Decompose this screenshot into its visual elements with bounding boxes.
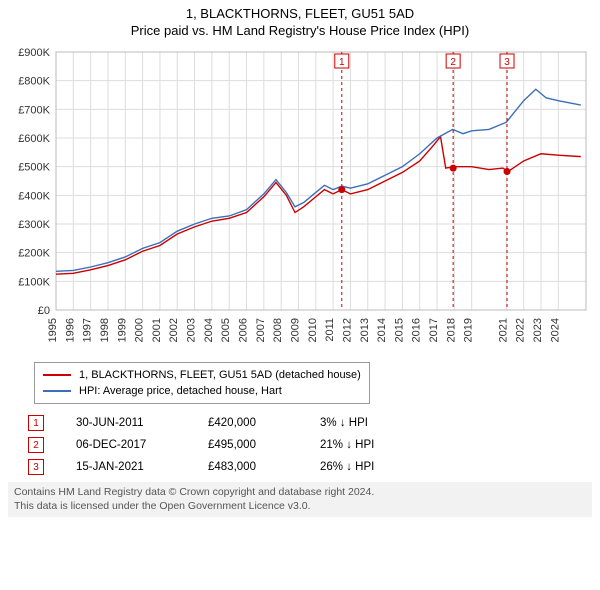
- sale-marker-dot: [504, 168, 511, 175]
- svg-text:1996: 1996: [64, 318, 76, 342]
- svg-text:£500K: £500K: [18, 162, 50, 174]
- svg-text:£0: £0: [38, 305, 50, 317]
- sale-marker-dot: [338, 186, 345, 193]
- footnote-line-2: This data is licensed under the Open Gov…: [14, 500, 586, 514]
- sale-number-box: 3: [28, 459, 44, 475]
- svg-text:2001: 2001: [151, 318, 163, 342]
- svg-text:1995: 1995: [47, 318, 59, 342]
- sales-table: 1 30-JUN-2011 £420,000 3% ↓ HPI 2 06-DEC-2017…: [28, 412, 592, 478]
- svg-text:2019: 2019: [463, 318, 475, 342]
- svg-text:2017: 2017: [428, 318, 440, 342]
- svg-text:2008: 2008: [272, 318, 284, 342]
- svg-text:2021: 2021: [497, 318, 509, 342]
- svg-text:2007: 2007: [255, 318, 267, 342]
- svg-text:2002: 2002: [168, 318, 180, 342]
- legend-box: 1, BLACKTHORNS, FLEET, GU51 5AD (detache…: [34, 362, 370, 404]
- svg-text:£200K: £200K: [18, 248, 50, 260]
- legend-row: HPI: Average price, detached house, Hart: [43, 383, 361, 399]
- svg-text:£700K: £700K: [18, 104, 50, 116]
- svg-text:2005: 2005: [220, 318, 232, 342]
- sale-diff: 3% ↓ HPI: [320, 417, 410, 429]
- svg-text:2018: 2018: [445, 318, 457, 342]
- chart-container: £0 £100K £200K £300K £400K £500K £600K £700K £80…: [8, 46, 592, 356]
- legend-row: 1, BLACKTHORNS, FLEET, GU51 5AD (detache…: [43, 367, 361, 383]
- footnote: Contains HM Land Registry data © Crown c…: [8, 482, 592, 517]
- svg-text:£400K: £400K: [18, 190, 50, 202]
- svg-text:3: 3: [504, 57, 510, 68]
- sale-marker-dot: [450, 165, 457, 172]
- sale-date: 06-DEC-2017: [76, 439, 176, 451]
- svg-text:£100K: £100K: [18, 276, 50, 288]
- page-root: 1, BLACKTHORNS, FLEET, GU51 5AD Price pa…: [0, 0, 600, 521]
- sale-number-box: 1: [28, 415, 44, 431]
- title-block: 1, BLACKTHORNS, FLEET, GU51 5AD Price pa…: [8, 6, 592, 38]
- svg-text:2010: 2010: [307, 318, 319, 342]
- sales-row: 3 15-JAN-2021 £483,000 26% ↓ HPI: [28, 456, 592, 478]
- legend-label: HPI: Average price, detached house, Hart: [79, 383, 282, 399]
- sale-date: 30-JUN-2011: [76, 417, 176, 429]
- sale-price: £420,000: [208, 417, 288, 429]
- series-hpi: [56, 89, 581, 271]
- svg-text:1997: 1997: [82, 318, 94, 342]
- svg-text:£900K: £900K: [18, 47, 50, 59]
- sales-row: 2 06-DEC-2017 £495,000 21% ↓ HPI: [28, 434, 592, 456]
- svg-text:2012: 2012: [341, 318, 353, 342]
- sale-number-box: 2: [28, 437, 44, 453]
- svg-text:2: 2: [450, 57, 456, 68]
- sales-row: 1 30-JUN-2011 £420,000 3% ↓ HPI: [28, 412, 592, 434]
- svg-text:2015: 2015: [393, 318, 405, 342]
- svg-text:1999: 1999: [116, 318, 128, 342]
- svg-text:2011: 2011: [324, 318, 336, 342]
- svg-text:2000: 2000: [134, 318, 146, 342]
- chart-title: 1, BLACKTHORNS, FLEET, GU51 5AD: [8, 6, 592, 21]
- svg-text:2022: 2022: [515, 318, 527, 342]
- svg-text:2016: 2016: [411, 318, 423, 342]
- chart-subtitle: Price paid vs. HM Land Registry's House …: [8, 23, 592, 38]
- svg-text:2014: 2014: [376, 318, 388, 342]
- svg-text:2003: 2003: [186, 318, 198, 342]
- chart-svg: £0 £100K £200K £300K £400K £500K £600K £700K £80…: [8, 46, 592, 356]
- series-price_paid: [56, 137, 581, 275]
- sale-price: £495,000: [208, 439, 288, 451]
- legend-swatch: [43, 390, 71, 392]
- sale-diff: 21% ↓ HPI: [320, 439, 410, 451]
- svg-text:£800K: £800K: [18, 76, 50, 88]
- svg-text:£600K: £600K: [18, 133, 50, 145]
- legend-swatch: [43, 374, 71, 376]
- footnote-line-1: Contains HM Land Registry data © Crown c…: [14, 486, 586, 500]
- sale-diff: 26% ↓ HPI: [320, 461, 410, 473]
- svg-text:1998: 1998: [99, 318, 111, 342]
- svg-text:2013: 2013: [359, 318, 371, 342]
- svg-text:2004: 2004: [203, 318, 215, 342]
- svg-text:£300K: £300K: [18, 219, 50, 231]
- svg-text:2006: 2006: [238, 318, 250, 342]
- sale-price: £483,000: [208, 461, 288, 473]
- svg-text:2023: 2023: [532, 318, 544, 342]
- svg-text:2024: 2024: [549, 318, 561, 342]
- svg-text:1: 1: [339, 57, 345, 68]
- svg-text:2009: 2009: [289, 318, 301, 342]
- legend-label: 1, BLACKTHORNS, FLEET, GU51 5AD (detache…: [79, 367, 361, 383]
- sale-date: 15-JAN-2021: [76, 461, 176, 473]
